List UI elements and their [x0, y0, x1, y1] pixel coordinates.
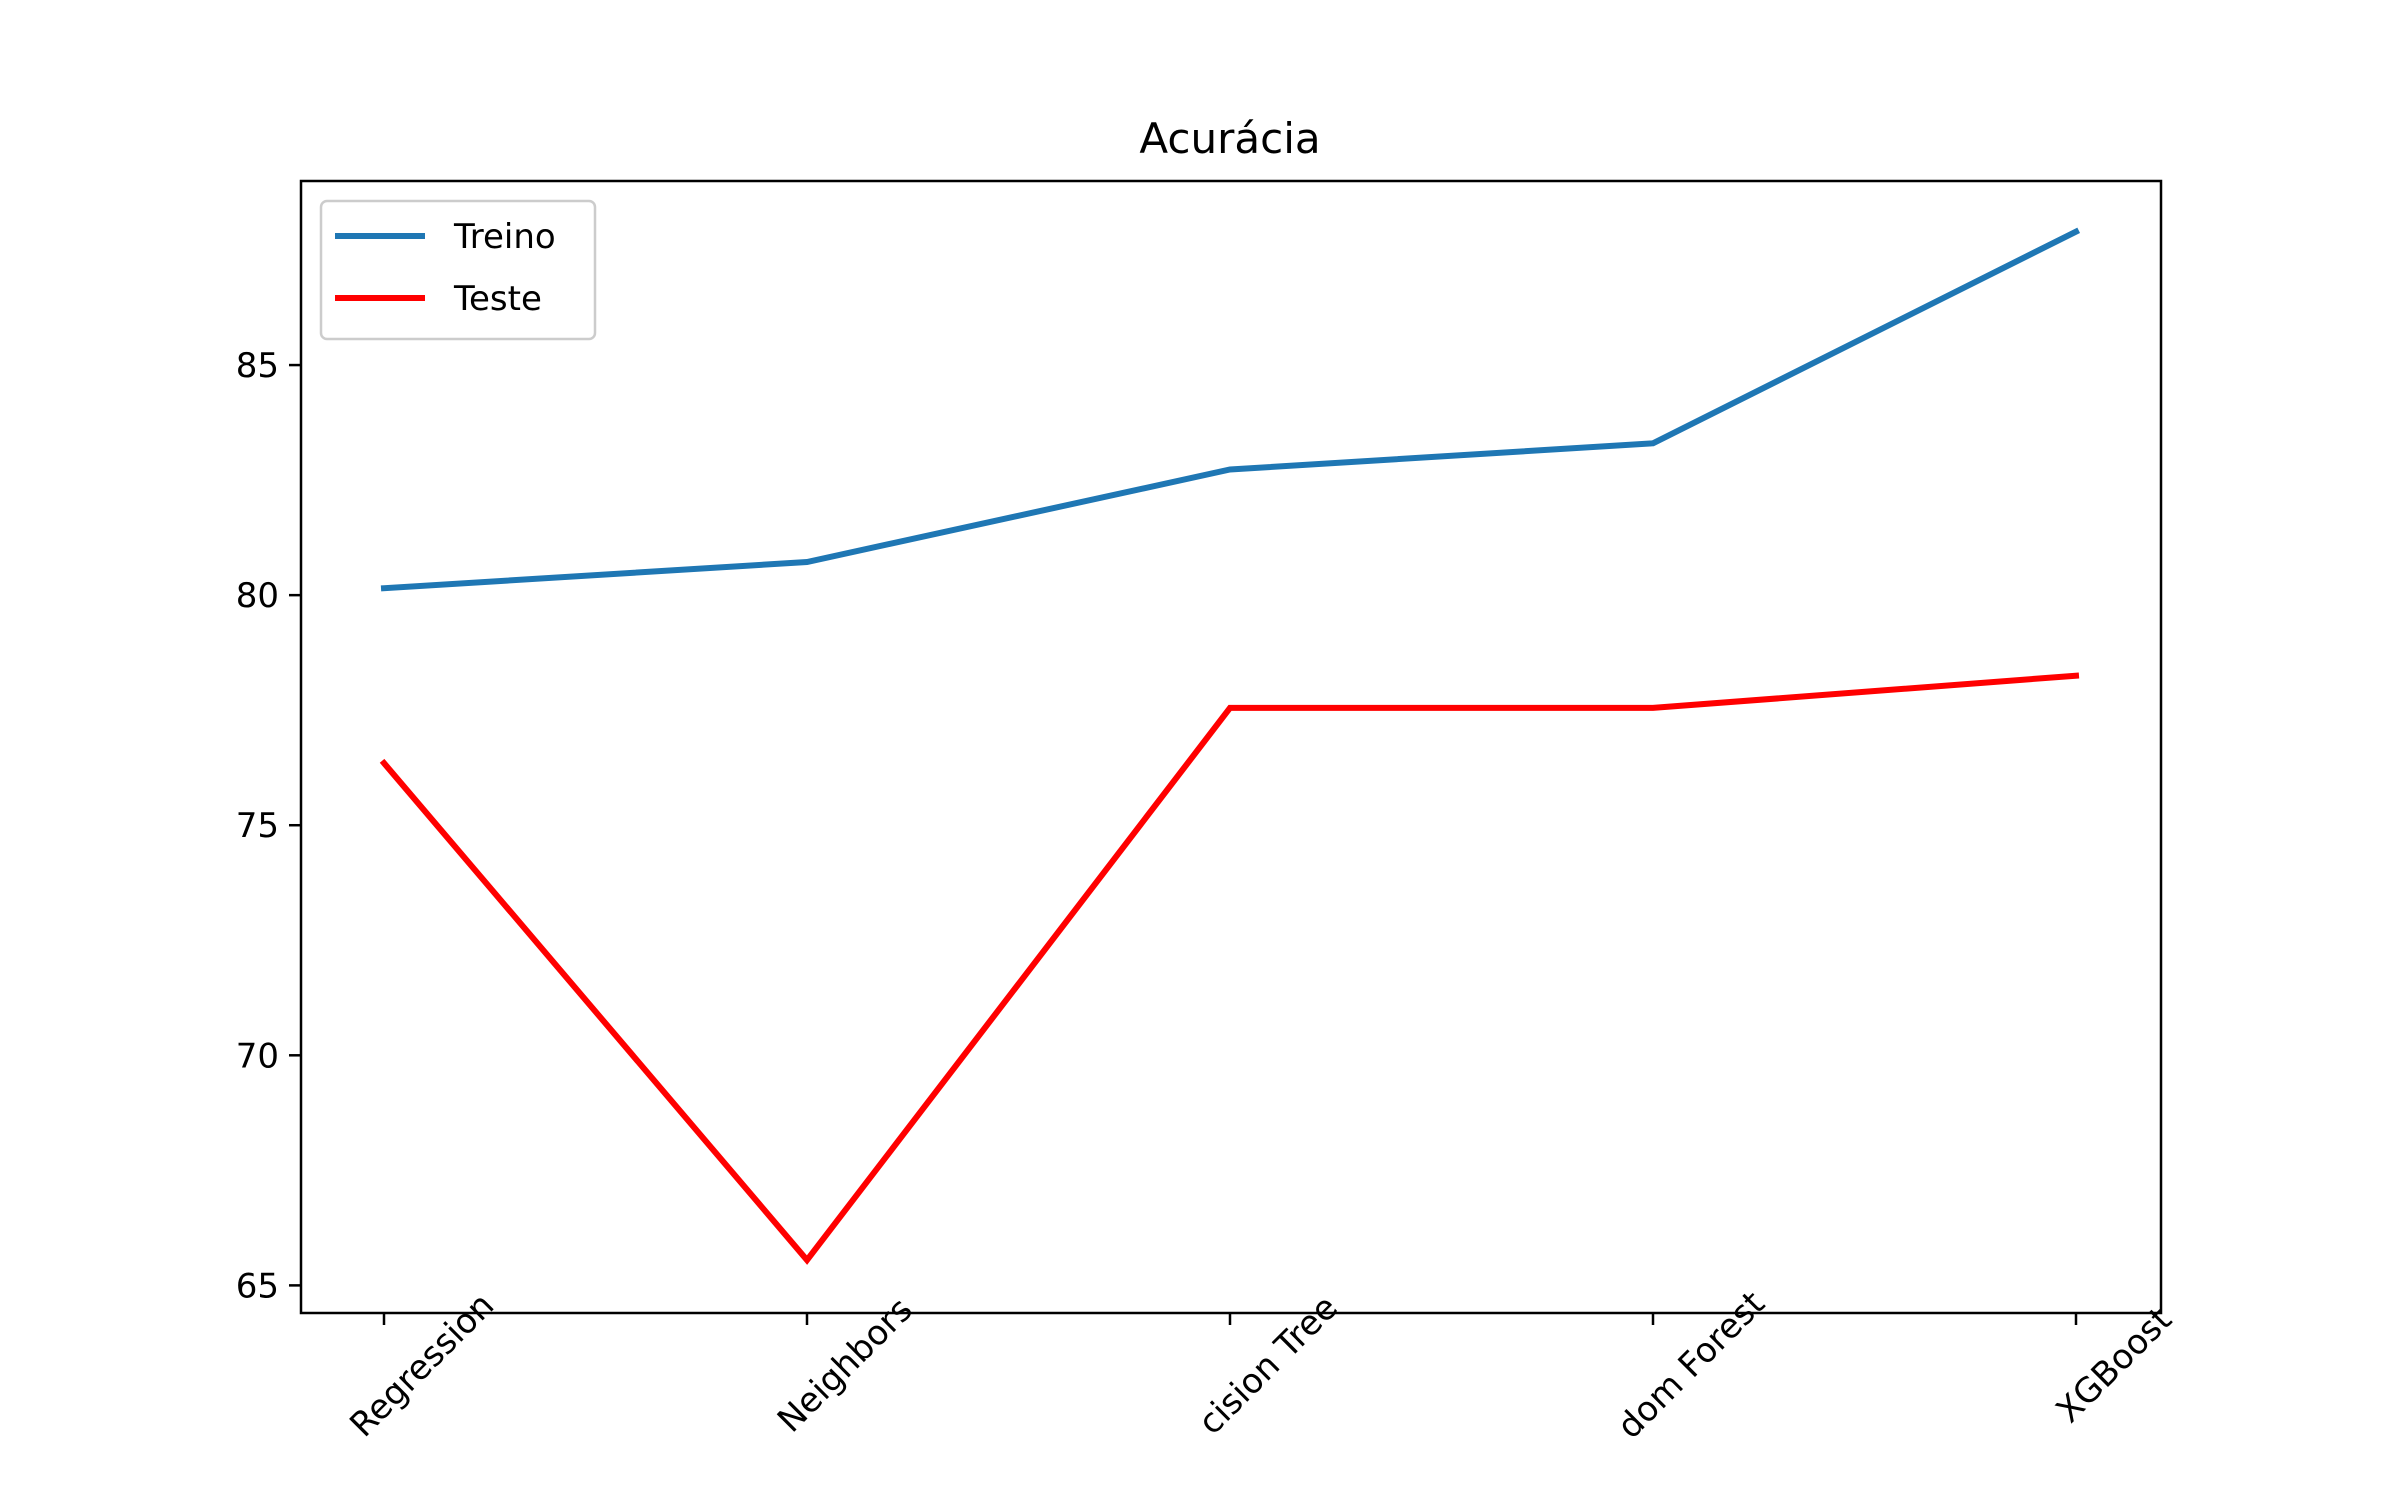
- series-line-teste: [379, 672, 2080, 1265]
- x-tick-label-xgboost: XGBoost: [2049, 1300, 2180, 1431]
- x-tick-label-decision-tree: cision Tree: [1191, 1288, 1346, 1443]
- plot-lines: [379, 227, 2081, 1265]
- y-tick-label-85: 85: [236, 346, 279, 386]
- y-tick-label-75: 75: [236, 806, 279, 846]
- y-tick-label-65: 65: [236, 1266, 279, 1306]
- legend: Treino Teste: [319, 199, 597, 341]
- y-tick-label-70: 70: [236, 1036, 279, 1076]
- chart-title: Acurácia: [1139, 114, 1320, 163]
- x-axis: Regression Neighbors cision Tree dom Forest…: [342, 1284, 2180, 1447]
- y-tick-label-80: 80: [236, 576, 279, 616]
- x-tick-label-random-forest: dom Forest: [1610, 1284, 1773, 1447]
- plot-area-frame: [299, 179, 2163, 1315]
- x-tick-label-logistic-regression: Regression: [342, 1285, 502, 1445]
- y-axis: 65 70 75 80 85: [236, 346, 301, 1306]
- legend-label-treino: Treino: [453, 217, 556, 257]
- series-line-treino: [380, 227, 2081, 592]
- legend-label-teste: Teste: [453, 279, 542, 319]
